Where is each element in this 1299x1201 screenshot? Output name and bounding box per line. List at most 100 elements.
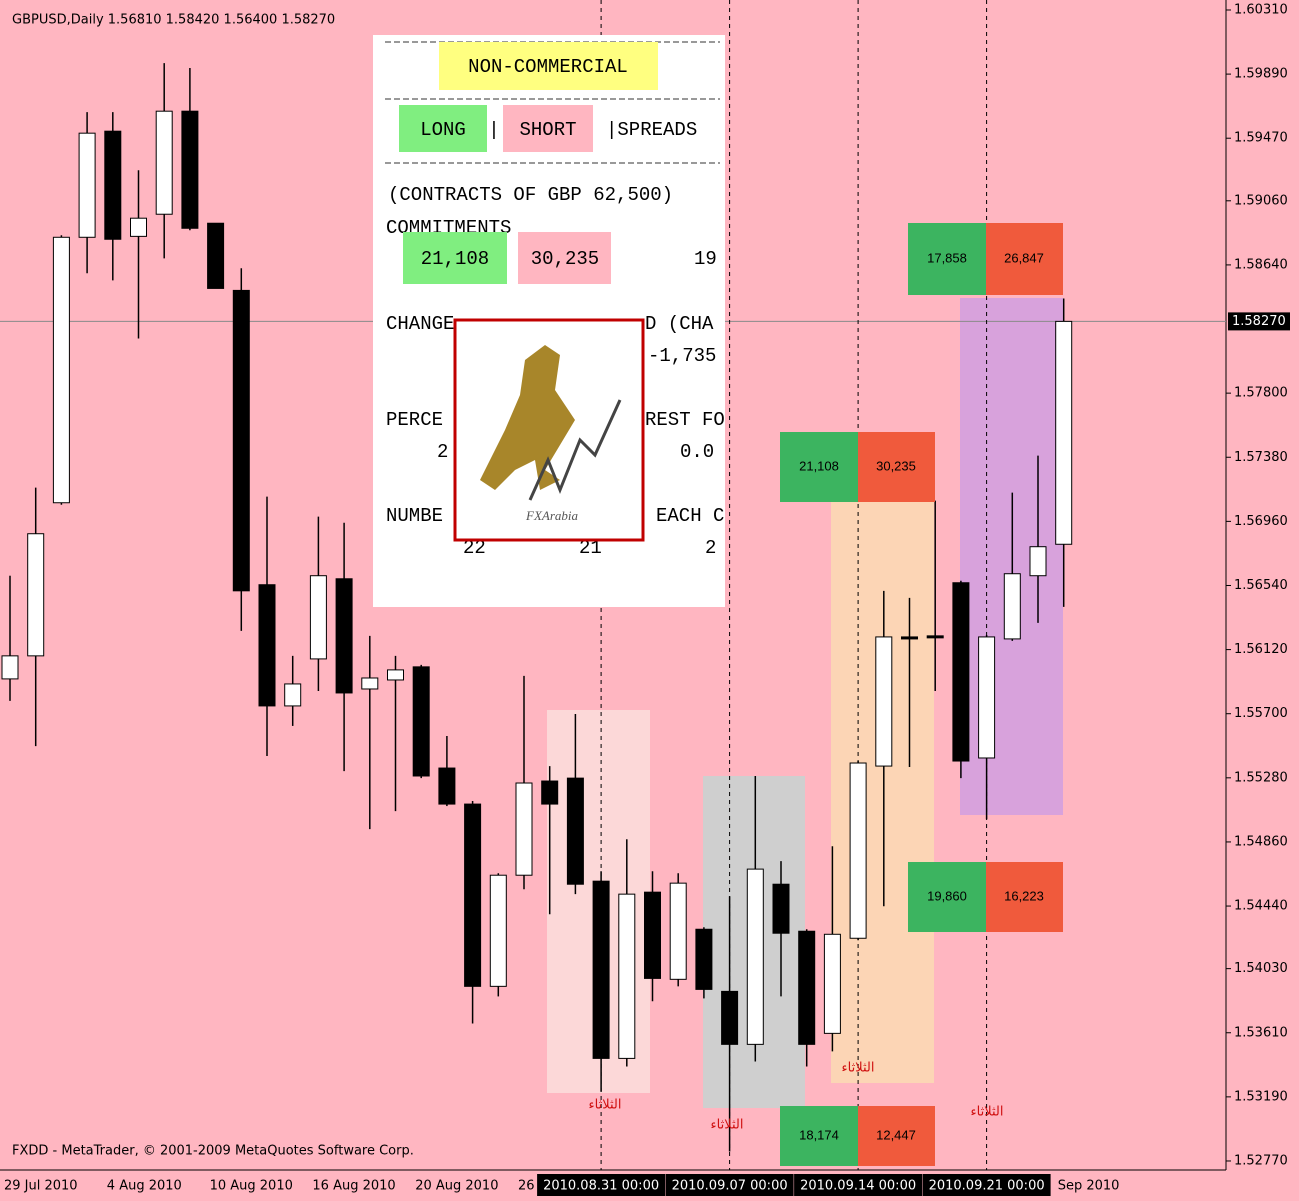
candle-body	[669, 882, 687, 980]
long-value: 21,108	[421, 248, 489, 270]
footer: FXDD - MetaTrader, © 2001-2009 MetaQuote…	[12, 1144, 414, 1159]
long-box	[780, 1106, 858, 1166]
day-label: الثلاثاء	[842, 1061, 875, 1076]
fragment: REST FO	[645, 409, 725, 431]
y-tick-label: 1.56120	[1234, 642, 1288, 657]
zone	[960, 298, 1063, 815]
cot-panel: NON-COMMERCIAL LONG | SHORT |SPREADS (CO…	[373, 35, 725, 607]
x-tick-label: 20 Aug 2010	[415, 1179, 498, 1194]
fragment: 0.0	[680, 441, 714, 463]
candle-body	[52, 236, 70, 504]
fragment: 2	[705, 537, 716, 559]
short-label: 12,447	[876, 1127, 916, 1142]
candle-body	[361, 677, 379, 690]
fragment: 21	[579, 537, 602, 559]
price-label: 1.58270	[1232, 314, 1286, 329]
vline-label: 2010.09.07 00:00	[672, 1179, 788, 1194]
logo-arrow	[528, 399, 622, 501]
sep: |	[488, 119, 499, 141]
candle-body	[464, 803, 482, 987]
x-tick-label: 16 Aug 2010	[312, 1179, 395, 1194]
x-tick-label: 29 Jul 2010	[4, 1179, 78, 1194]
candle-body	[130, 217, 147, 237]
panel-title: NON-COMMERCIAL	[468, 56, 628, 78]
y-tick-label: 1.58640	[1234, 257, 1288, 272]
long-tab: LONG	[420, 119, 466, 141]
spreads-value: 19	[694, 248, 717, 270]
candle-body	[27, 533, 45, 657]
annotations: 17,858 26,847 21,108 30,235 19,860 16,223 18,1…	[589, 223, 1063, 1166]
fragment: 22	[463, 537, 486, 559]
logo-text: FXArabia	[525, 508, 578, 523]
fragment: -1,735	[648, 345, 716, 367]
y-tick-label: 1.56540	[1234, 578, 1288, 593]
candle-body	[541, 780, 559, 805]
candle-body	[78, 132, 96, 238]
candle-body	[644, 891, 661, 979]
candle-body	[772, 883, 790, 934]
candle-body	[592, 880, 610, 1059]
chart-title: GBPUSD,Daily 1.56810 1.58420 1.56400 1.5…	[12, 13, 335, 28]
fragment: 2	[437, 441, 448, 463]
day-label: الثلاثاء	[711, 1118, 744, 1133]
y-tick-label: 1.56960	[1234, 514, 1288, 529]
short-value: 30,235	[531, 248, 599, 270]
long-box	[780, 432, 858, 502]
short-box	[858, 432, 935, 502]
candle-body	[721, 990, 739, 1045]
day-label: الثلاثاء	[589, 1098, 622, 1113]
candle-body	[746, 868, 764, 1045]
y-tick-label: 1.57380	[1234, 450, 1288, 465]
candle-body	[335, 578, 353, 694]
y-tick-label: 1.54440	[1234, 899, 1288, 914]
short-label: 26,847	[1004, 250, 1044, 265]
candle-body	[566, 777, 584, 885]
title-box	[439, 42, 658, 90]
long-label: 19,860	[927, 888, 967, 903]
long-box	[908, 223, 986, 295]
candle-body	[1029, 546, 1047, 577]
vline-label: 2010.08.31 00:00	[543, 1179, 659, 1194]
contracts: (CONTRACTS OF GBP 62,500)	[388, 184, 673, 206]
y-tick-label: 1.54860	[1234, 834, 1288, 849]
x-tick-label: 26	[518, 1179, 535, 1194]
day-label: الثلاثاء	[971, 1105, 1004, 1120]
y-tick-label: 1.55280	[1234, 770, 1288, 785]
y-tick-label: 1.52770	[1234, 1153, 1288, 1168]
candle-body	[284, 683, 302, 707]
candle-body	[387, 669, 404, 681]
candle-body	[258, 584, 276, 707]
vline-label-box	[537, 1174, 666, 1196]
vline-label-box	[665, 1174, 794, 1196]
candle-body	[309, 575, 327, 660]
fragment: NUMBE	[386, 505, 443, 527]
price-label-box	[1228, 312, 1290, 331]
candle-body	[515, 782, 533, 876]
candle-body	[155, 110, 173, 215]
vline-label: 2010.09.14 00:00	[800, 1179, 916, 1194]
fragment: D (CHA	[645, 313, 714, 335]
long-label: 17,858	[927, 250, 967, 265]
spreads-tab: |SPREADS	[606, 119, 697, 141]
long-value-box	[403, 232, 507, 284]
short-box	[986, 223, 1063, 295]
vline-label-box	[922, 1174, 1051, 1196]
x-tick-label: 4 Aug 2010	[107, 1179, 182, 1194]
y-tick-label: 1.59060	[1234, 193, 1288, 208]
long-label: 21,108	[799, 458, 839, 473]
candle-body	[695, 928, 713, 990]
fragment: PERCE	[386, 409, 443, 431]
fragment: CHANGE	[386, 313, 454, 335]
candle-body	[181, 110, 199, 229]
short-tab: SHORT	[519, 119, 576, 141]
candle-body	[618, 893, 636, 1059]
fragment: EACH C	[656, 505, 724, 527]
short-box	[858, 1106, 935, 1166]
candle-body	[207, 222, 225, 289]
long-label: 18,174	[799, 1127, 839, 1142]
candle-body	[798, 930, 816, 1045]
candle-body	[1055, 320, 1073, 545]
x-tick-label: 10 Aug 2010	[210, 1179, 293, 1194]
candle-body	[978, 636, 996, 759]
logo-horse	[480, 345, 575, 490]
